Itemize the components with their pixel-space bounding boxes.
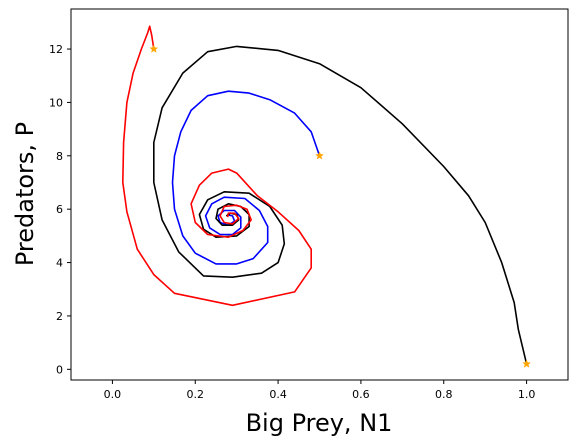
x-axis-ticks: 0.0 0.2 0.4 0.6 0.8 1.0 [104,380,536,401]
start-marker-3 [149,44,159,53]
trajectory-line-1 [171,90,321,265]
plot-frame [70,8,569,381]
start-markers [149,44,532,368]
y-tick-label: 10 [49,96,63,109]
x-tick-label: 0.2 [187,388,205,401]
y-axis-label: Predators, P [11,122,39,266]
y-tick-label: 0 [56,363,63,376]
y-tick-label: 4 [56,257,63,270]
trajectory-line-2 [153,45,528,365]
y-tick-label: 2 [56,310,63,323]
y-axis-ticks: 0 2 4 6 8 10 12 [49,43,71,376]
x-axis-label: Big Prey, N1 [246,409,393,437]
x-tick-label: 0.0 [104,388,122,401]
start-marker-1 [315,151,324,160]
x-tick-label: 0.8 [435,388,453,401]
trajectory-line-3 [122,25,313,307]
y-tick-label: 12 [49,43,63,56]
start-marker-2 [522,359,532,368]
series-layer [122,25,528,365]
x-tick-label: 0.6 [352,388,370,401]
x-tick-label: 1.0 [518,388,536,401]
plot-area [71,9,568,380]
x-tick-label: 0.4 [269,388,287,401]
y-tick-label: 8 [56,150,63,163]
y-tick-label: 6 [56,203,63,216]
